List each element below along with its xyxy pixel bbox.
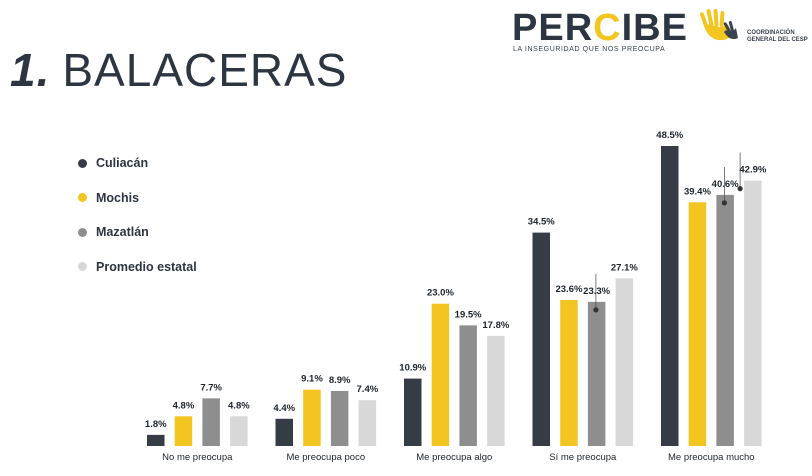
category-label: Sí me preocupa: [549, 452, 617, 463]
data-label: 4.8%: [228, 400, 250, 411]
category-label: No me preocupa: [162, 452, 233, 463]
bar: [147, 435, 165, 446]
bar: [744, 181, 762, 446]
bar: [716, 195, 734, 446]
bar: [661, 146, 679, 446]
data-label: 40.6%: [712, 179, 739, 190]
leader-dot: [722, 200, 727, 205]
bar: [487, 336, 505, 446]
data-label: 48.5%: [656, 130, 683, 141]
data-label: 9.1%: [301, 374, 323, 385]
data-label: 23.6%: [555, 284, 582, 295]
bar: [331, 391, 349, 446]
data-label: 7.4%: [357, 384, 379, 395]
bar: [616, 278, 634, 446]
bar: [689, 202, 707, 446]
data-label: 4.4%: [273, 403, 295, 414]
data-label: 17.8%: [482, 320, 509, 331]
bar: [404, 379, 422, 446]
data-label: 8.9%: [329, 375, 351, 386]
data-label: 1.8%: [145, 419, 167, 430]
category-label: Me preocupa poco: [286, 452, 365, 463]
bar: [303, 390, 321, 446]
category-label: Me preocupa algo: [416, 452, 492, 463]
leader-dot: [738, 186, 743, 191]
bar: [230, 416, 248, 446]
data-label: 39.4%: [684, 186, 711, 197]
bar: [202, 398, 220, 446]
data-label: 10.9%: [399, 363, 426, 374]
data-label: 7.7%: [200, 382, 222, 393]
data-label: 19.5%: [455, 309, 482, 320]
bar: [533, 233, 551, 446]
bar: [588, 302, 606, 446]
data-label: 23.0%: [427, 288, 454, 299]
category-label: Me preocupa mucho: [668, 452, 755, 463]
data-label: 34.5%: [528, 217, 555, 228]
data-label: 27.1%: [611, 262, 638, 273]
bar: [276, 419, 294, 446]
bar-chart: 1.8% 4.8% 7.7% 4.8% No me preocupa 4.4% 9.1% 8.…: [0, 0, 812, 476]
bar: [459, 325, 477, 446]
data-label: 42.9%: [739, 165, 766, 176]
leader-dot: [593, 307, 598, 312]
bar: [432, 304, 450, 446]
bar: [359, 400, 377, 446]
data-label: 4.8%: [173, 400, 195, 411]
bar: [560, 300, 578, 446]
data-label: 23.3%: [583, 286, 610, 297]
bar: [175, 416, 193, 446]
